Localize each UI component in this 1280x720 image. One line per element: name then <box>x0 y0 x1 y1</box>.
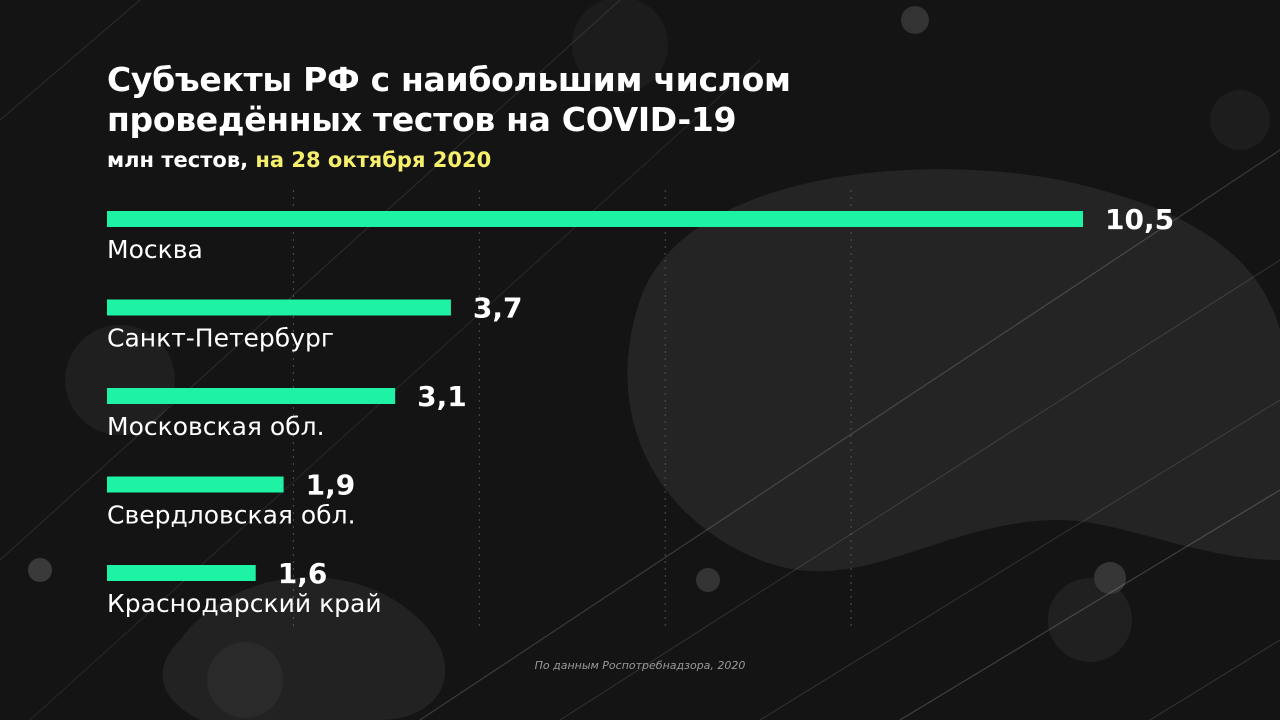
value-label: 3,1 <box>417 380 467 413</box>
blob-circle <box>901 6 929 34</box>
category-label: Санкт-Петербург <box>107 324 334 353</box>
bar <box>107 565 256 581</box>
date-label: на 28 октября 2020 <box>255 148 492 172</box>
category-label: Москва <box>107 235 203 264</box>
bar <box>107 211 1083 227</box>
value-label: 3,7 <box>473 292 523 325</box>
blob-circle <box>207 642 283 718</box>
category-label: Краснодарский край <box>107 589 382 618</box>
blob-circle <box>65 325 175 435</box>
chart-subtitle: млн тестов, на 28 октября 2020 <box>107 146 491 174</box>
chart-title-line: проведённых тестов на COVID-19 <box>107 100 737 139</box>
bar <box>107 299 451 316</box>
chart-title: Субъекты РФ с наибольшим числом проведён… <box>107 60 791 140</box>
blob-circle <box>696 568 720 592</box>
blob-circle <box>28 558 52 582</box>
source-footnote: По данным Роспотребнадзора, 2020 <box>534 659 746 672</box>
value-label: 1,6 <box>278 557 328 590</box>
bar <box>107 476 284 493</box>
blob-circle <box>1210 90 1270 150</box>
category-label: Московская обл. <box>107 412 325 441</box>
value-label: 1,9 <box>306 469 356 502</box>
blob-circle <box>572 0 668 93</box>
category-label: Свердловская обл. <box>107 501 356 530</box>
value-label: 10,5 <box>1105 203 1174 236</box>
blob-circle <box>1048 578 1132 662</box>
blob-shape <box>627 169 1280 572</box>
unit-label: млн тестов, <box>107 148 249 172</box>
blob-circle <box>1094 562 1126 594</box>
chart-title-line: Субъекты РФ с наибольшим числом <box>107 60 791 99</box>
bar <box>107 388 396 404</box>
